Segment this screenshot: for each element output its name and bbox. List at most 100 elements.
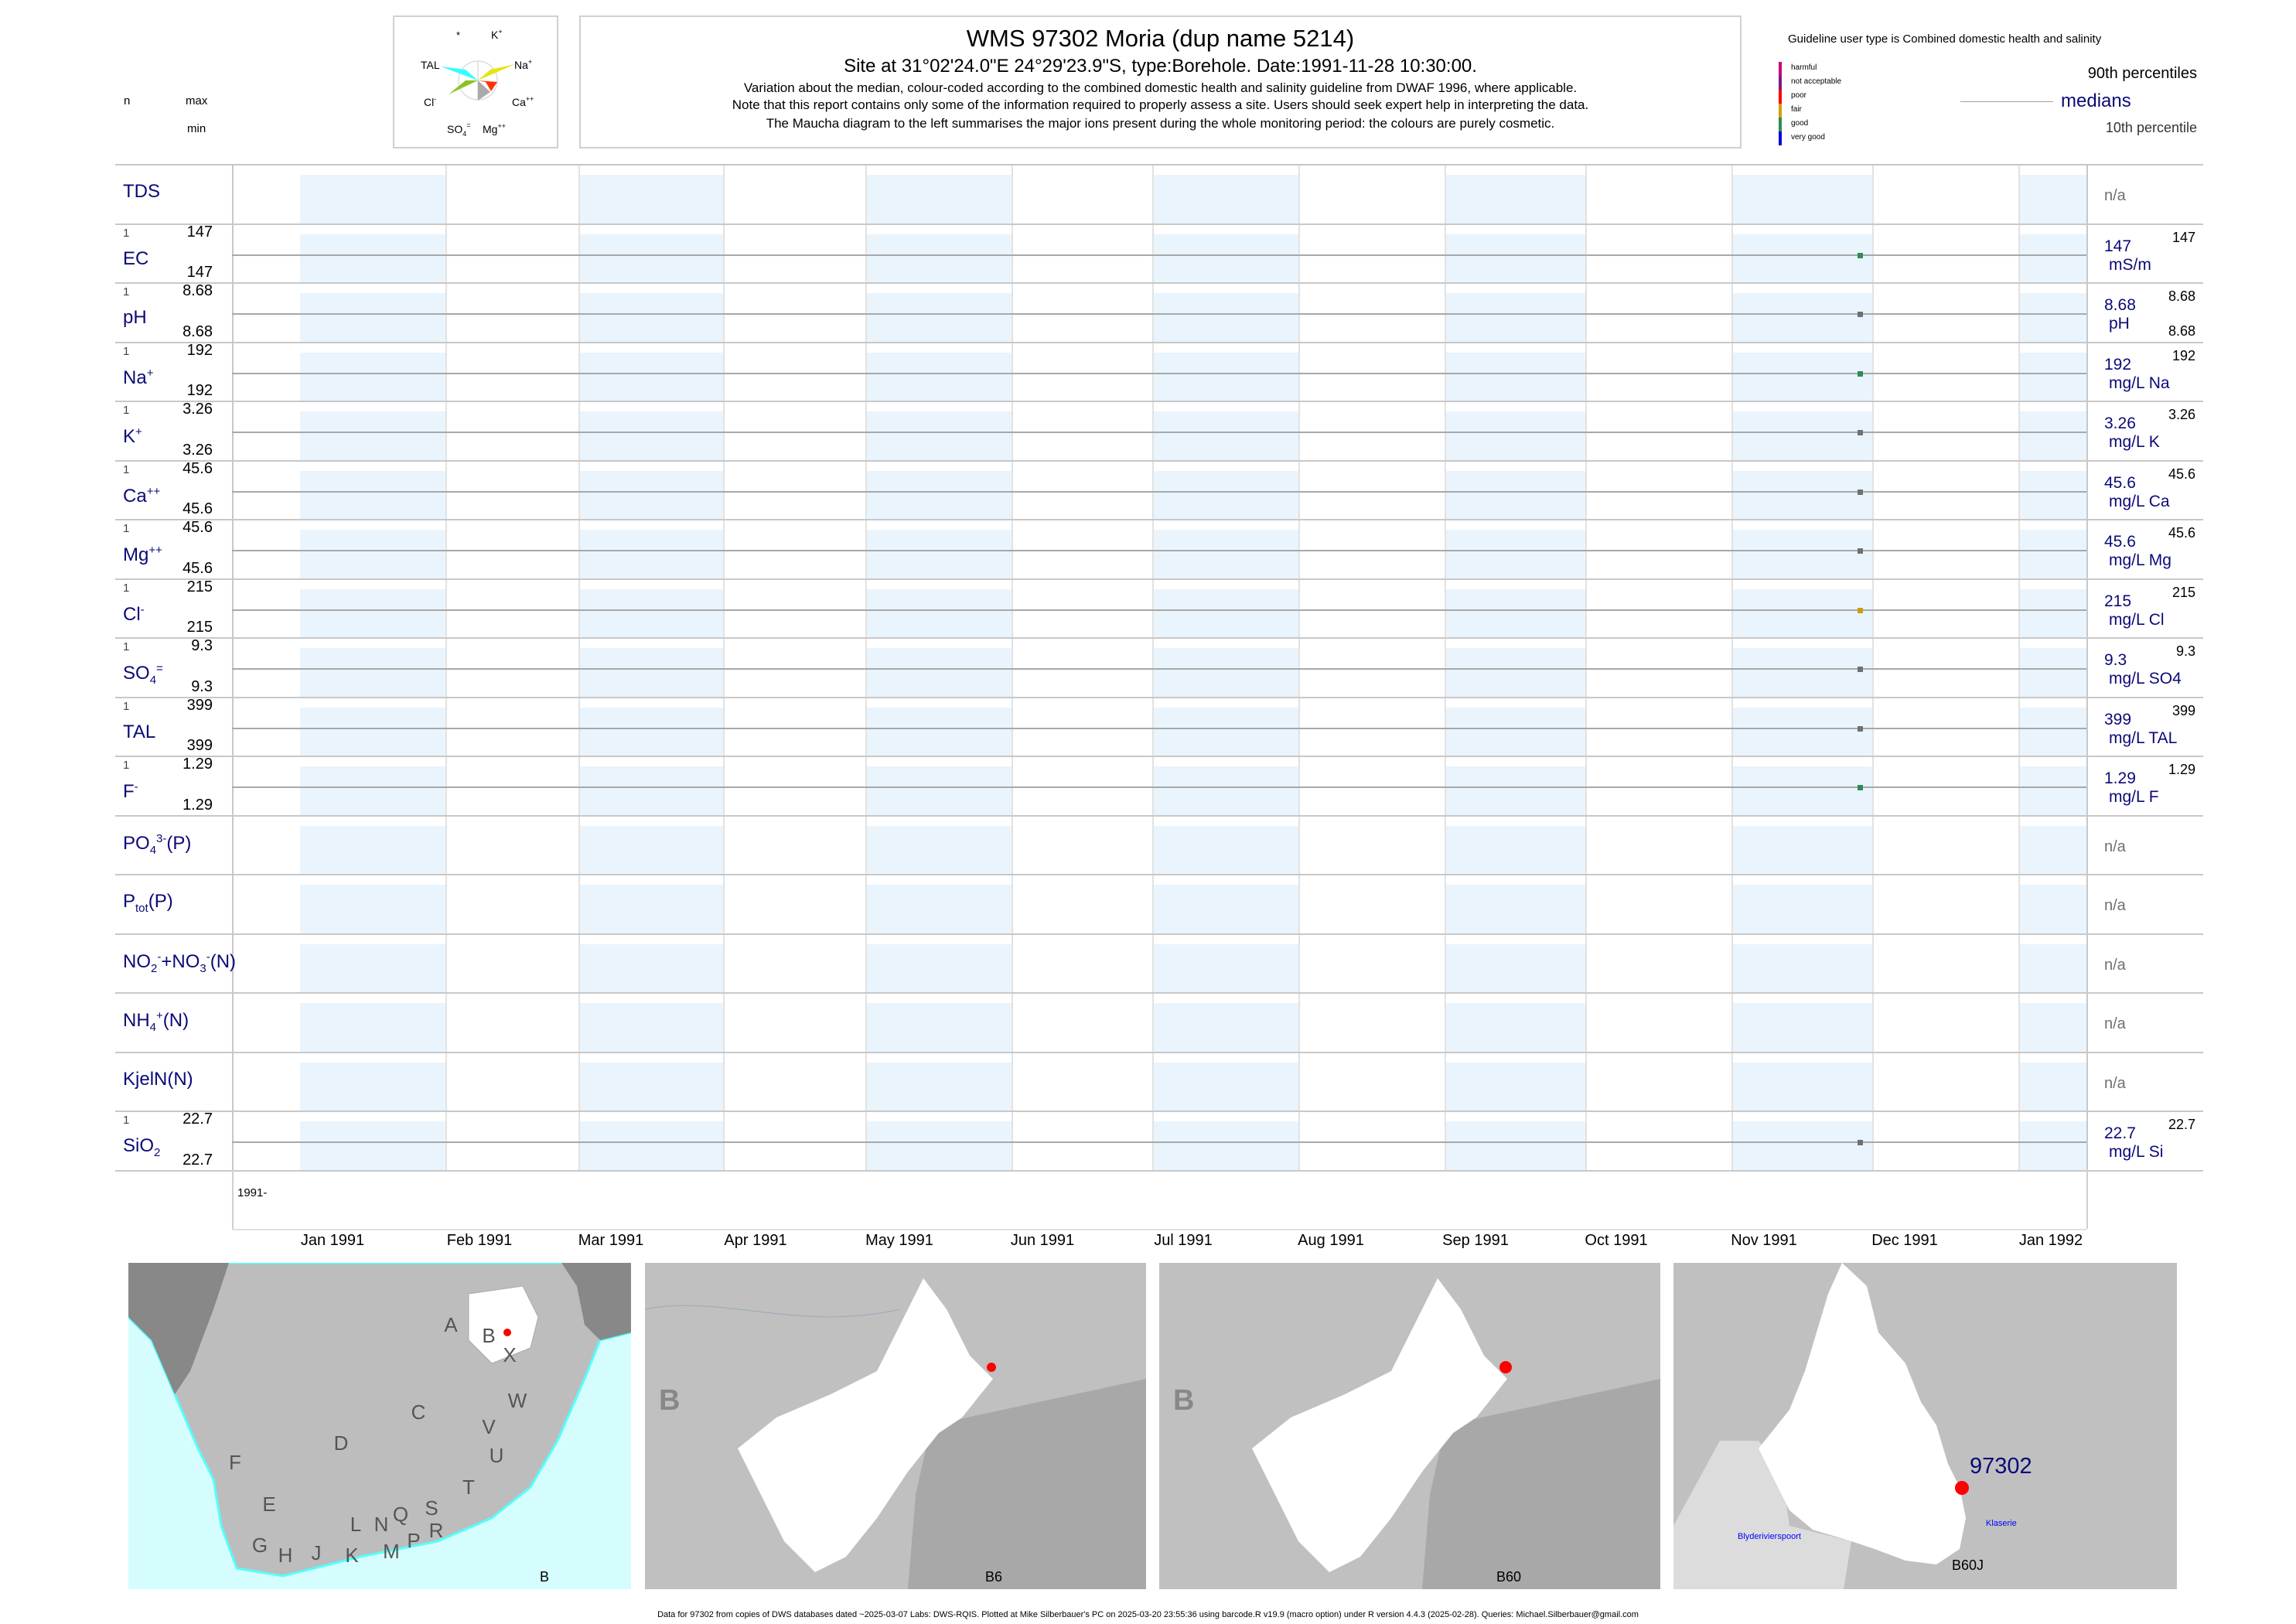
month-gridline [865,934,867,994]
month-gridline [1152,816,1154,875]
month-band [578,825,723,874]
month-band [865,766,1012,815]
plot-left-border [232,875,234,935]
month-band [1445,470,1585,519]
x-tick-label: Apr 1991 [724,1232,787,1249]
month-band [865,470,1012,519]
month-band [2018,825,2086,874]
p90-value: 3.26 [2168,407,2195,422]
month-band [1731,411,1872,460]
region-letter: U [490,1444,504,1467]
month-band [865,1062,1012,1111]
chart-row-11: PO43-(P) n/a [115,814,2203,875]
label-tail: (N) [162,1010,189,1031]
maucha-svg: * K+ TAL Na+ Cl- Ca++ SO4= Mg++ [421,28,534,138]
month-band [1152,175,1298,223]
region-letter: V [482,1415,496,1438]
month-band [1731,885,1872,933]
min-value: 22.7 [183,1151,213,1169]
map3-caption: B60 [1496,1569,1521,1585]
month-band [1152,1062,1298,1111]
month-gridline [578,875,580,935]
month-gridline [723,816,725,875]
legend-class-label: fair [1791,105,1802,114]
median-value: 147 [2104,237,2132,255]
month-band [865,1003,1012,1052]
label-label: K [123,426,136,447]
month-band [2018,1062,2086,1111]
month-band [2018,175,2086,223]
month-gridline [1445,1053,1446,1112]
month-band [1152,1121,1298,1170]
chart-bottom-border [115,1169,2203,1172]
label-sup: 3- [156,831,167,845]
label-label: TDS [123,181,160,202]
month-gridline [723,875,725,935]
month-band [578,175,723,223]
month-gridline [1731,816,1733,875]
label-label: P [123,891,136,912]
chart-row-4: K+ 1 3.26 3.26 3.26 mg/L K 3.26 [115,401,2203,462]
min-value: 8.68 [183,322,213,340]
page-title: WMS 97302 Moria (dup name 5214) [966,25,1355,52]
median-line [232,1141,2086,1144]
legend-color-0 [1779,62,1782,76]
region-letter: C [411,1401,426,1424]
month-gridline [1872,875,1874,935]
region-letter: A [444,1313,458,1336]
svg-text:TAL: TAL [421,59,440,71]
month-band [865,234,1012,282]
data-point [1858,785,1864,791]
map3-region: B [1173,1384,1194,1417]
unit-label: pH [2109,315,2130,333]
month-gridline [578,165,580,225]
maucha-na [478,64,515,80]
month-gridline [1012,875,1013,935]
plot-right-border [2086,757,2088,817]
data-point [1858,370,1864,377]
legend-color-1 [1779,76,1782,90]
legend-medians: medians [2061,90,2131,111]
month-gridline [1445,994,1446,1053]
month-gridline [1012,934,1013,994]
unit-label: mg/L Na [2109,374,2170,392]
map-b60: B B60 [1159,1263,1660,1589]
month-gridline [578,934,580,994]
month-band [300,648,445,697]
month-band [1731,234,1872,282]
month-gridline [723,165,725,225]
row-label: Ptot(P) [123,891,173,915]
chart-row-10: F- 1 1.29 1.29 1.29 mg/L F 1.29 [115,756,2203,817]
month-gridline [1585,1053,1587,1112]
label-label: Mg [123,544,149,565]
data-point [1858,312,1864,318]
month-band [578,411,723,460]
month-band [1445,648,1585,697]
median-value: 45.6 [2104,473,2136,492]
month-gridline [1012,165,1013,225]
map-b60j: 97302 Blyderivierspoort Klaserie B60J [1673,1263,2177,1589]
min-value: 192 [186,382,213,399]
label-sup2: - [206,950,210,964]
month-band [2018,293,2086,342]
plot-right-border [2086,816,2088,875]
month-band [1445,707,1585,756]
median-value: 192 [2104,355,2132,374]
data-point [1858,725,1864,732]
month-band [2018,352,2086,401]
label-label: EC [123,247,149,269]
month-band [578,885,723,933]
label-tail: (P) [148,891,173,912]
label-label: NO [123,950,151,972]
month-band [1152,885,1298,933]
not-available: n/a [2104,1015,2126,1032]
median-value: 45.6 [2104,533,2136,551]
month-gridline [445,1053,447,1112]
month-gridline [2018,934,2020,994]
month-gridline [1298,934,1300,994]
not-available: n/a [2104,1074,2126,1092]
min-value: 45.6 [183,500,213,517]
month-band [578,707,723,756]
chart-row-3: Na+ 1 192 192 192 mg/L Na 192 [115,341,2203,402]
row-label: SO4= [123,662,163,687]
